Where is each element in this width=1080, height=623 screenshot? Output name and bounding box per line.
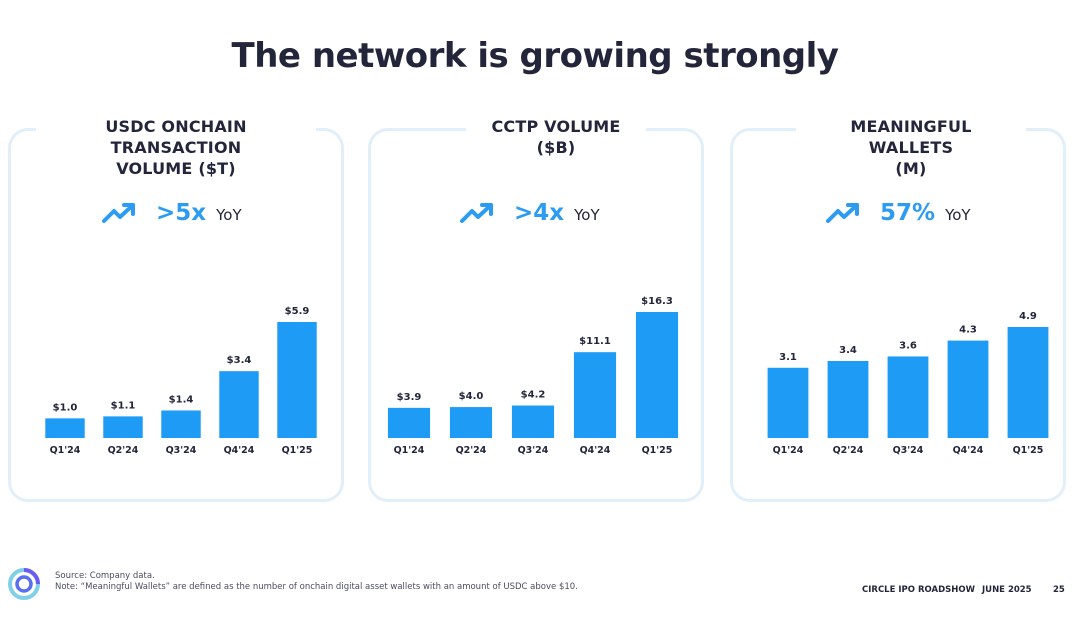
bar-1 [827,360,869,438]
panel-title-usdc-volume: USDC ONCHAIN TRANSACTION VOLUME ($T) [36,116,316,178]
data-label-4: $16.3 [641,296,673,307]
category-label-3: Q4'24 [580,445,611,456]
bar-2 [887,356,929,438]
bar-2 [161,410,201,438]
category-label-0: Q1'24 [50,445,81,456]
bar-3 [947,340,989,438]
data-label-3: $11.1 [579,336,611,347]
category-label-0: Q1'24 [773,445,804,456]
category-label-2: Q3'24 [893,445,924,456]
yoy-cctp-volume: >4x YoY [460,200,600,226]
data-label-3: $3.4 [227,355,252,366]
panel-title-line1: USDC ONCHAIN TRANSACTION [105,117,247,157]
footer-note: Note: “Meaningful Wallets” are defined a… [55,582,578,592]
yoy-label: YoY [945,206,971,224]
bar-chart-meaningful-wallets: 3.1 Q1'24 3.4 Q2'24 3.6 Q3'24 4.3 Q4'24 4.9 Q1'25 [767,311,1049,456]
category-label-4: Q1'25 [1013,445,1044,456]
data-label-0: $1.0 [53,402,78,413]
footer-page-number: 25 [1053,585,1065,595]
category-label-1: Q2'24 [833,445,864,456]
footer-roadshow: CIRCLE IPO ROADSHOW [862,585,975,595]
data-label-2: $1.4 [169,394,194,405]
panel-title-line2: (M) [895,159,927,178]
bar-3 [573,352,617,438]
trending-up-icon [102,203,135,223]
category-label-0: Q1'24 [394,445,425,456]
yoy-label: YoY [216,206,242,224]
trending-up-icon [826,203,859,223]
panel-title-line2: ($B) [536,138,576,157]
data-label-0: 3.1 [779,352,797,363]
bar-1 [103,416,143,438]
data-label-4: 4.9 [1019,311,1037,322]
yoy-meaningful-wallets: 57% YoY [826,200,971,226]
category-label-4: Q1'25 [642,445,673,456]
footer-notes: Source: Company data. Note: “Meaningful … [55,571,578,593]
panel-title-meaningful-wallets: MEANINGFUL WALLETS (M) [796,116,1026,178]
bar-4 [635,312,679,438]
category-label-4: Q1'25 [282,445,313,456]
data-label-1: 3.4 [839,345,857,356]
bar-4 [1007,327,1049,438]
bar-2 [511,405,555,438]
panel-title-cctp-volume: CCTP VOLUME ($B) [466,116,646,162]
category-label-2: Q3'24 [518,445,549,456]
data-label-1: $4.0 [459,391,484,402]
category-label-1: Q2'24 [456,445,487,456]
yoy-value: >5x [156,200,207,226]
data-label-2: $4.2 [521,390,546,401]
bar-chart-cctp-volume: $3.9 Q1'24 $4.0 Q2'24 $4.2 Q3'24 $11.1 Q4'24 $16… [387,296,679,456]
yoy-usdc-volume: >5x YoY [102,200,242,226]
bar-0 [767,367,809,438]
bar-4 [277,322,317,438]
page-title: The network is growing strongly [231,36,839,76]
footer-source: Source: Company data. [55,571,155,581]
bar-0 [387,407,431,438]
data-label-3: 4.3 [959,325,977,336]
bar-0 [45,418,85,438]
category-label-2: Q3'24 [166,445,197,456]
data-label-0: $3.9 [397,392,422,403]
circle-logo-icon [8,568,40,600]
bar-chart-usdc-volume: $1.0 Q1'24 $1.1 Q2'24 $1.4 Q3'24 $3.4 Q4'24 $5.9… [45,306,317,456]
panel-title-line2: VOLUME ($T) [116,159,236,178]
yoy-value: >4x [514,200,565,226]
bar-1 [449,407,493,438]
panel-title-line1: MEANINGFUL WALLETS [850,117,972,157]
data-label-2: 3.6 [899,340,917,351]
data-label-4: $5.9 [285,306,310,317]
category-label-3: Q4'24 [953,445,984,456]
data-label-1: $1.1 [111,400,136,411]
category-label-1: Q2'24 [108,445,139,456]
category-label-3: Q4'24 [224,445,255,456]
trending-up-icon [460,203,493,223]
yoy-label: YoY [574,206,600,224]
yoy-value: 57% [880,200,936,226]
footer-date: JUNE 2025 [982,585,1032,595]
bar-3 [219,371,259,438]
panel-title-line1: CCTP VOLUME [491,117,621,136]
